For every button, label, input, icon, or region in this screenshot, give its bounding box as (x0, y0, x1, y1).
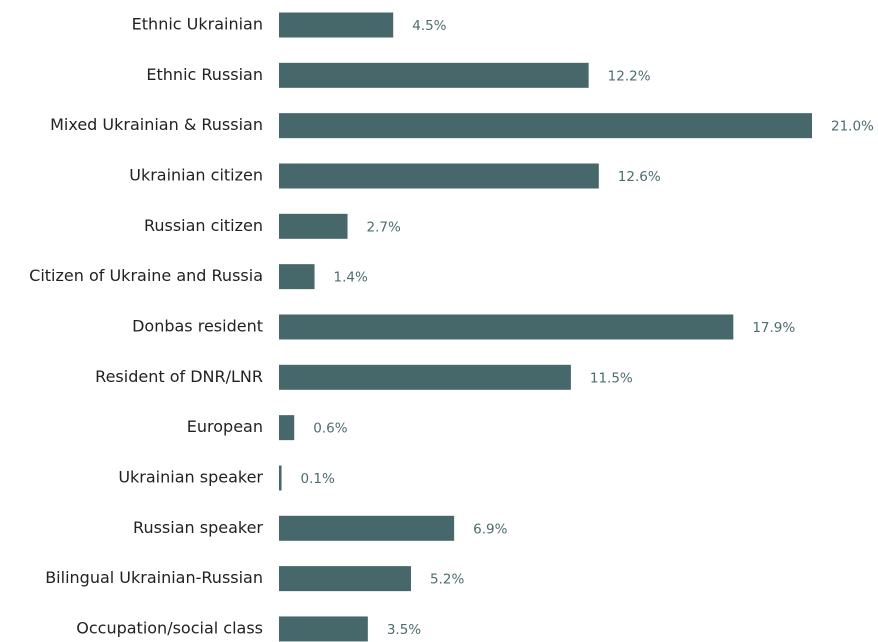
category-label: Bilingual Ukrainian-Russian (45, 568, 263, 587)
bar (279, 62, 589, 88)
bar (279, 213, 348, 239)
category-label: Ethnic Ukrainian (132, 15, 263, 34)
value-label: 5.2% (430, 572, 464, 588)
value-label: 11.5% (590, 370, 633, 386)
value-label: 4.5% (412, 18, 446, 34)
bar (279, 364, 571, 390)
value-label: 2.7% (367, 219, 401, 235)
value-label: 21.0% (831, 119, 874, 135)
category-label: Ukrainian citizen (129, 165, 263, 184)
value-label: 12.2% (608, 68, 651, 84)
category-label: Citizen of Ukraine and Russia (29, 266, 263, 285)
category-label: Russian speaker (133, 518, 263, 537)
bar (279, 465, 282, 491)
bar (279, 264, 315, 290)
bar (279, 616, 368, 642)
bar (279, 12, 394, 38)
bar (279, 314, 734, 340)
value-label: 0.6% (313, 421, 347, 437)
category-label: Ethnic Russian (146, 65, 263, 84)
value-label: 12.6% (618, 169, 661, 185)
category-label: Resident of DNR/LNR (95, 367, 263, 386)
category-label: Ukrainian speaker (118, 467, 263, 486)
category-label: Donbas resident (132, 316, 263, 335)
value-label: 3.5% (387, 622, 421, 638)
value-label: 1.4% (334, 270, 368, 286)
category-label: Mixed Ukrainian & Russian (50, 115, 263, 134)
value-label: 0.1% (301, 471, 335, 487)
bar (279, 163, 599, 189)
bar (279, 515, 455, 541)
category-label: Occupation/social class (76, 618, 263, 637)
category-label: Russian citizen (144, 216, 263, 235)
category-label: European (187, 417, 263, 436)
bar (279, 415, 295, 441)
value-label: 6.9% (473, 521, 507, 537)
bar (279, 566, 411, 592)
value-label: 17.9% (752, 320, 795, 336)
bar (279, 113, 812, 139)
